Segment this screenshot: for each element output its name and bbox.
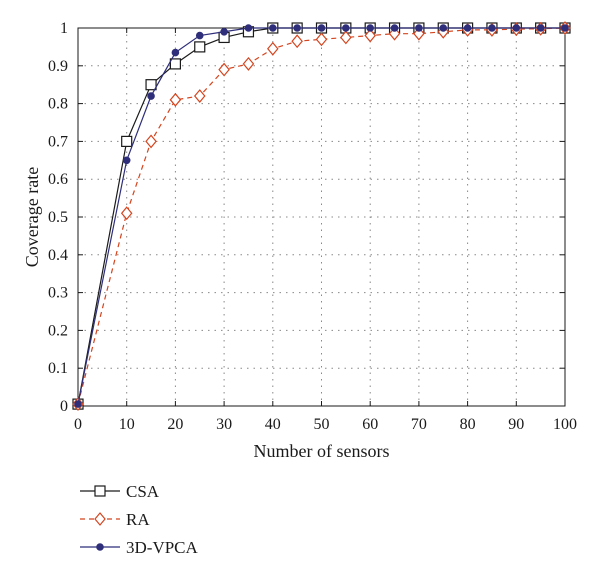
- data-point: [291, 34, 303, 49]
- data-point: [122, 156, 131, 165]
- data-point: [439, 24, 448, 32]
- legend-item: CSA: [80, 482, 160, 501]
- y-tick-label: 0.8: [48, 96, 68, 113]
- data-point: [561, 24, 569, 32]
- data-point: [415, 24, 423, 32]
- data-point: [463, 24, 472, 32]
- data-point: [145, 79, 157, 91]
- data-point: [195, 31, 204, 40]
- x-axis-title: Number of sensors: [254, 441, 390, 461]
- data-point: [194, 41, 206, 53]
- y-tick-label: 0.7: [48, 133, 68, 150]
- data-point: [147, 92, 155, 100]
- x-tick-label: 10: [119, 416, 135, 433]
- data-point: [169, 58, 181, 70]
- legend-item: RA: [80, 510, 150, 529]
- legend-marker: [96, 543, 104, 551]
- legend: CSA RA 3D-VPCA: [80, 482, 199, 557]
- y-tick-label: 0.9: [48, 58, 68, 75]
- legend-label: 3D-VPCA: [126, 538, 199, 557]
- x-tick-label: 80: [460, 416, 476, 433]
- data-point: [169, 92, 182, 107]
- data-point: [171, 48, 180, 57]
- data-point: [512, 24, 521, 32]
- data-point: [317, 24, 326, 32]
- legend-marker: [94, 485, 106, 497]
- data-point: [193, 89, 206, 103]
- data-point: [268, 24, 277, 32]
- data-point: [488, 24, 496, 32]
- series-3d-vpca: [74, 24, 569, 408]
- data-point: [244, 24, 253, 32]
- data-point: [340, 30, 352, 45]
- data-point: [74, 400, 82, 408]
- y-tick-label: 0.3: [48, 285, 68, 302]
- data-point: [220, 27, 228, 36]
- y-tick-label: 0.2: [48, 322, 68, 339]
- y-axis-title: Coverage rate: [22, 167, 42, 267]
- legend-marker: [94, 512, 106, 526]
- x-tick-label: 20: [167, 416, 183, 433]
- legend-label: RA: [126, 510, 150, 529]
- y-tick-label: 0.5: [48, 209, 68, 226]
- x-tick-label: 40: [265, 416, 281, 433]
- y-tick-label: 0.1: [48, 360, 68, 377]
- x-tick-label: 30: [216, 416, 232, 433]
- x-tick-label: 50: [314, 416, 330, 433]
- data-point: [366, 24, 375, 32]
- data-point: [293, 24, 301, 32]
- x-tick-label: 90: [508, 416, 524, 433]
- data-point: [342, 24, 350, 32]
- y-tick-label: 1: [60, 20, 68, 37]
- data-point: [315, 32, 328, 47]
- x-tick-label: 60: [362, 416, 378, 433]
- y-tick-label: 0.4: [48, 247, 68, 264]
- data-point: [536, 24, 545, 32]
- axes: 0 10 20 30 40 50 60 70 80 90 100 0 0.1 0.2 0.3 0.4 0.5 0.…: [48, 20, 577, 433]
- data-point: [390, 24, 399, 32]
- data-point: [242, 56, 255, 71]
- legend-label: CSA: [126, 482, 160, 501]
- data-point: [120, 206, 133, 221]
- data-point: [218, 62, 230, 77]
- data-point: [121, 135, 133, 147]
- x-tick-label: 70: [411, 416, 427, 433]
- data-point: [364, 28, 376, 43]
- y-tick-label: 0.6: [48, 171, 68, 188]
- data-point: [145, 134, 157, 149]
- x-tick-label: 0: [74, 416, 82, 433]
- y-tick-label: 0: [60, 398, 68, 415]
- x-tick-label: 100: [553, 416, 577, 433]
- series: [72, 21, 571, 412]
- data-point: [267, 41, 279, 56]
- legend-item: 3D-VPCA: [80, 538, 199, 557]
- series-line: [77, 27, 565, 405]
